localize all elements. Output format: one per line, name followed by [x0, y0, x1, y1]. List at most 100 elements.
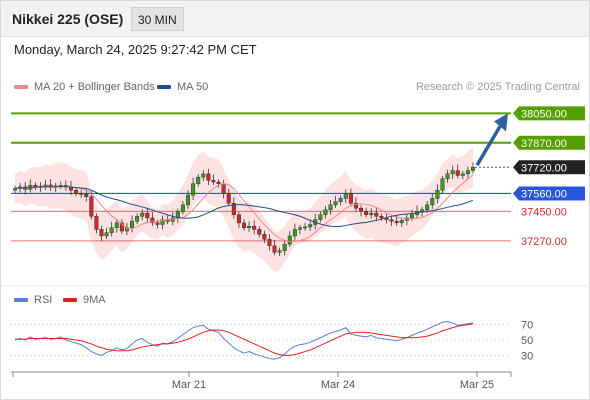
candle-body: [155, 222, 160, 225]
candle-body: [460, 173, 465, 176]
candle-body: [221, 183, 226, 194]
candle-body: [328, 204, 333, 210]
candle-body: [89, 196, 94, 217]
candle-body: [353, 203, 358, 209]
level-label-37450.00: 37450.00: [521, 206, 567, 218]
legend-ma20: MA 20 + Bollinger Bands: [14, 81, 155, 93]
level-label-38050.00: 38050.00: [521, 108, 567, 120]
candle-body: [318, 214, 323, 220]
candle-body: [450, 170, 455, 175]
rsi-level-label-70: 70: [521, 320, 533, 332]
candle-body: [323, 209, 328, 215]
candle-body: [292, 229, 297, 237]
candle-body: [79, 193, 84, 195]
candle-body: [206, 173, 211, 181]
candle-body: [409, 214, 414, 219]
time-tick-label-mar-21: Mar 21: [172, 379, 206, 391]
level-label-37270.00: 37270.00: [521, 236, 567, 248]
candle-body: [399, 220, 404, 224]
candle-body: [440, 178, 445, 191]
candle-body: [160, 219, 165, 225]
candle-body: [267, 239, 272, 246]
candle-body: [145, 212, 150, 219]
level-tag-38050.00: [513, 106, 585, 121]
candle-body: [445, 173, 450, 179]
candle-body: [374, 212, 379, 217]
ma50-legend-label: MA 50: [177, 81, 209, 93]
ma50-swatch: [157, 85, 171, 89]
candle-body: [186, 194, 191, 206]
candle-body: [130, 221, 135, 228]
level-label-37870.00: 37870.00: [521, 138, 567, 150]
candle-body: [140, 212, 145, 217]
candle-body: [465, 170, 470, 175]
candle-body: [471, 167, 476, 171]
candle-body: [394, 221, 399, 224]
candle-body: [84, 194, 89, 197]
level-label-37560.00: 37560.00: [521, 188, 567, 200]
candle-body: [364, 211, 369, 215]
forecast-arrow-shaft: [475, 125, 502, 167]
ma9-swatch: [63, 298, 77, 302]
time-tick-label-mar-24: Mar 24: [321, 379, 355, 391]
forecast-arrow-head: [494, 113, 508, 132]
candle-body: [379, 216, 384, 219]
rsi-legend-label: RSI: [34, 294, 53, 306]
candle-body: [135, 216, 140, 222]
interval-button[interactable]: 30 MIN: [131, 7, 184, 31]
candle-body: [211, 180, 216, 183]
candle-body: [191, 183, 196, 196]
candle-body: [435, 189, 440, 199]
candle-body: [99, 229, 104, 237]
candle-body: [201, 173, 206, 178]
level-label-37720.00: 37720.00: [521, 162, 567, 174]
candle-body: [425, 204, 430, 210]
ma20-line: [14, 174, 474, 242]
instrument-title: Nikkei 225 (OSE): [12, 11, 124, 27]
candle-body: [247, 225, 252, 228]
rsi-level-label-30: 30: [521, 350, 533, 362]
datetime-label: Monday, March 24, 2025 9:27:42 PM CET: [14, 42, 257, 57]
candle-body: [348, 193, 353, 204]
candle-body: [236, 214, 241, 224]
candle-body: [420, 209, 425, 212]
ma20-swatch: [14, 85, 28, 89]
candle-body: [226, 193, 231, 204]
candle-body: [430, 198, 435, 206]
level-tag-37720.00: [513, 160, 585, 175]
candle-body: [338, 198, 343, 202]
rsi-ma9-line: [15, 323, 474, 356]
candle-body: [333, 201, 338, 206]
candle-body: [343, 193, 348, 199]
candle-body: [196, 176, 201, 184]
candle-body: [33, 185, 38, 187]
level-tag-37870.00: [513, 135, 585, 150]
candle-body: [308, 224, 313, 228]
bollinger-band: [15, 147, 473, 273]
candle-body: [216, 181, 221, 184]
candle-body: [180, 204, 185, 212]
ma20-legend-label: MA 20 + Bollinger Bands: [34, 81, 155, 93]
candle-body: [231, 203, 236, 215]
header-bar: Nikkei 225 (OSE) 30 MIN: [1, 1, 589, 37]
candle-body: [104, 232, 109, 237]
candle-body: [272, 245, 277, 253]
candle-body: [241, 222, 246, 228]
legend-9ma: 9MA: [63, 294, 106, 306]
candle-body: [389, 219, 394, 222]
copyright-text: Research © 2025 Trading Central: [415, 81, 580, 93]
candle-body: [282, 243, 287, 251]
candle-body: [287, 235, 292, 245]
ma50-line: [14, 186, 474, 228]
candle-body: [74, 189, 79, 194]
rsi-line: [14, 320, 474, 360]
rsi-swatch: [14, 298, 28, 302]
level-tag-37560.00: [513, 186, 585, 201]
candle-body: [94, 216, 99, 230]
time-tick-label-mar-25: Mar 25: [460, 379, 494, 391]
candle-body: [369, 212, 374, 215]
candle-body: [262, 234, 267, 240]
legend-rsi: RSI: [14, 294, 52, 306]
